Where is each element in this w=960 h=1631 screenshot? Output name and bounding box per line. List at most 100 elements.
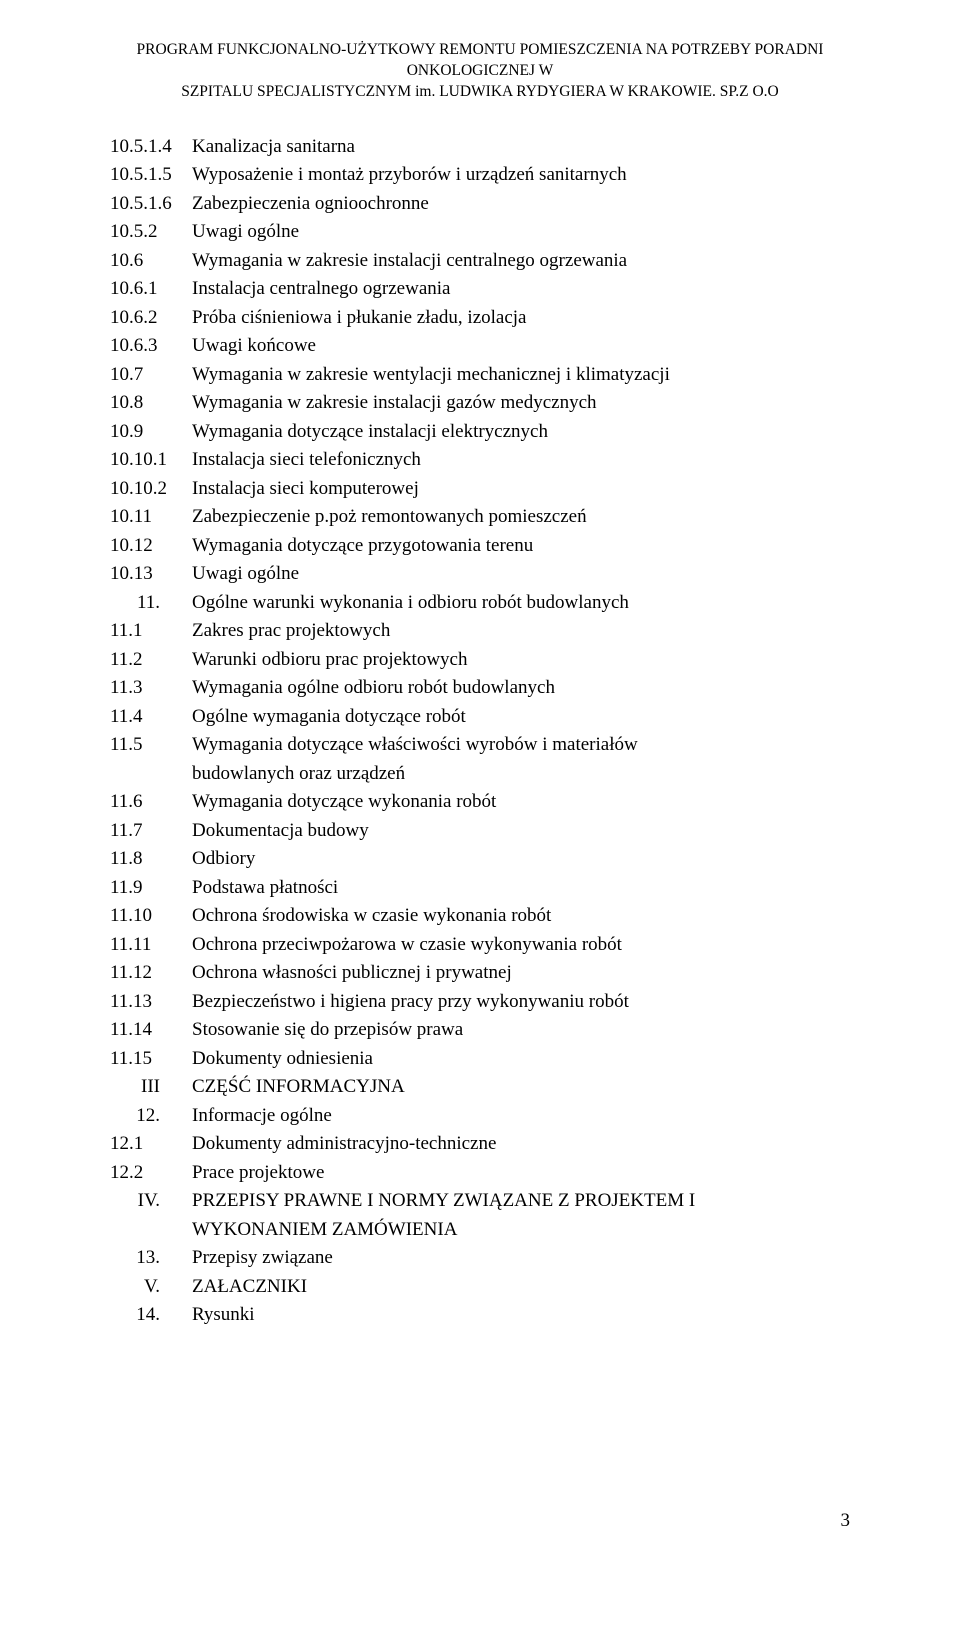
- toc-number: IV.: [110, 1187, 192, 1216]
- toc-number: 10.6: [110, 247, 192, 276]
- toc-text-continuation: WYKONANIEM ZAMÓWIENIA: [110, 1216, 850, 1245]
- toc-number: 10.5.1.6: [110, 190, 192, 219]
- toc-number: 12.1: [110, 1130, 192, 1159]
- toc-text-continuation: budowlanych oraz urządzeń: [110, 760, 850, 789]
- toc-text: CZĘŚĆ INFORMACYJNA: [192, 1073, 850, 1102]
- toc-number: 12.2: [110, 1159, 192, 1188]
- toc-number: 13.: [110, 1244, 192, 1273]
- toc-row: IIICZĘŚĆ INFORMACYJNA: [110, 1073, 850, 1102]
- toc-number: 10.7: [110, 361, 192, 390]
- toc-row: 11.5Wymagania dotyczące właściwości wyro…: [110, 731, 850, 760]
- toc-number: 11.7: [110, 817, 192, 846]
- toc-row: 11.4Ogólne wymagania dotyczące robót: [110, 703, 850, 732]
- toc-number: 10.10.1: [110, 446, 192, 475]
- toc-text: Ochrona środowiska w czasie wykonania ro…: [192, 902, 850, 931]
- toc-text: Wymagania w zakresie wentylacji mechanic…: [192, 361, 850, 390]
- toc-number: 11.9: [110, 874, 192, 903]
- toc-number: 11.4: [110, 703, 192, 732]
- toc-text: Uwagi ogólne: [192, 560, 850, 589]
- toc-row: 11.7Dokumentacja budowy: [110, 817, 850, 846]
- toc-text: Ogólne wymagania dotyczące robót: [192, 703, 850, 732]
- toc-row: V.ZAŁACZNIKI: [110, 1273, 850, 1302]
- toc-row: 10.7Wymagania w zakresie wentylacji mech…: [110, 361, 850, 390]
- toc-row: 11.2Warunki odbioru prac projektowych: [110, 646, 850, 675]
- toc-row: 11.15Dokumenty odniesienia: [110, 1045, 850, 1074]
- toc-text: Stosowanie się do przepisów prawa: [192, 1016, 850, 1045]
- toc-number: 10.5.1.5: [110, 161, 192, 190]
- toc-text: Wymagania dotyczące instalacji elektrycz…: [192, 418, 850, 447]
- toc-text: Ogólne warunki wykonania i odbioru robót…: [192, 589, 850, 618]
- toc-text: Warunki odbioru prac projektowych: [192, 646, 850, 675]
- toc-row: 14.Rysunki: [110, 1301, 850, 1330]
- toc-text: Bezpieczeństwo i higiena pracy przy wyko…: [192, 988, 850, 1017]
- toc-row: 10.6.3Uwagi końcowe: [110, 332, 850, 361]
- toc-number: 10.10.2: [110, 475, 192, 504]
- toc-row: 10.13Uwagi ogólne: [110, 560, 850, 589]
- toc-text: Zakres prac projektowych: [192, 617, 850, 646]
- toc-number: 11.1: [110, 617, 192, 646]
- toc-row: 10.6.1Instalacja centralnego ogrzewania: [110, 275, 850, 304]
- toc-number: 10.6.2: [110, 304, 192, 333]
- header-line-2: SZPITALU SPECJALISTYCZNYM im. LUDWIKA RY…: [110, 82, 850, 103]
- toc-number: 11.3: [110, 674, 192, 703]
- toc-row: 10.5.2Uwagi ogólne: [110, 218, 850, 247]
- toc-row: 10.5.1.4Kanalizacja sanitarna: [110, 133, 850, 162]
- toc-row: 10.12Wymagania dotyczące przygotowania t…: [110, 532, 850, 561]
- toc-text: Wymagania dotyczące wykonania robót: [192, 788, 850, 817]
- toc-number: V.: [110, 1273, 192, 1302]
- toc-text: Dokumenty administracyjno-techniczne: [192, 1130, 850, 1159]
- toc-row: IV.PRZEPISY PRAWNE I NORMY ZWIĄZANE Z PR…: [110, 1187, 850, 1216]
- toc-number: 10.6.3: [110, 332, 192, 361]
- toc-row: 11.14Stosowanie się do przepisów prawa: [110, 1016, 850, 1045]
- toc-text: Wyposażenie i montaż przyborów i urządze…: [192, 161, 850, 190]
- toc-row: 12.2Prace projektowe: [110, 1159, 850, 1188]
- table-of-contents: 10.5.1.4Kanalizacja sanitarna10.5.1.5Wyp…: [110, 133, 850, 1330]
- toc-text: Podstawa płatności: [192, 874, 850, 903]
- toc-text: Wymagania w zakresie instalacji centraln…: [192, 247, 850, 276]
- toc-number: 10.12: [110, 532, 192, 561]
- toc-row: 10.6.2Próba ciśnieniowa i płukanie zładu…: [110, 304, 850, 333]
- toc-text: Instalacja sieci telefonicznych: [192, 446, 850, 475]
- toc-text: Ochrona przeciwpożarowa w czasie wykonyw…: [192, 931, 850, 960]
- toc-row: 13.Przepisy związane: [110, 1244, 850, 1273]
- toc-text: Dokumenty odniesienia: [192, 1045, 850, 1074]
- toc-number: 11.13: [110, 988, 192, 1017]
- toc-row: 10.10.2Instalacja sieci komputerowej: [110, 475, 850, 504]
- toc-number: 10.6.1: [110, 275, 192, 304]
- toc-row: 11.13Bezpieczeństwo i higiena pracy przy…: [110, 988, 850, 1017]
- toc-number: 14.: [110, 1301, 192, 1330]
- toc-number: 10.5.1.4: [110, 133, 192, 162]
- toc-number: 10.9: [110, 418, 192, 447]
- toc-number: 10.8: [110, 389, 192, 418]
- toc-text: Uwagi końcowe: [192, 332, 850, 361]
- toc-text: Dokumentacja budowy: [192, 817, 850, 846]
- toc-number: 11.14: [110, 1016, 192, 1045]
- toc-row: 12.1Dokumenty administracyjno-techniczne: [110, 1130, 850, 1159]
- toc-text: Ochrona własności publicznej i prywatnej: [192, 959, 850, 988]
- toc-text: Zabezpieczenie p.poż remontowanych pomie…: [192, 503, 850, 532]
- toc-text: Wymagania w zakresie instalacji gazów me…: [192, 389, 850, 418]
- toc-text: Uwagi ogólne: [192, 218, 850, 247]
- toc-row-continuation: budowlanych oraz urządzeń: [110, 760, 850, 789]
- toc-row: 10.5.1.5Wyposażenie i montaż przyborów i…: [110, 161, 850, 190]
- toc-row: 11.12Ochrona własności publicznej i pryw…: [110, 959, 850, 988]
- toc-text: Instalacja centralnego ogrzewania: [192, 275, 850, 304]
- toc-number: 11.8: [110, 845, 192, 874]
- toc-text: Przepisy związane: [192, 1244, 850, 1273]
- toc-number: 11.10: [110, 902, 192, 931]
- toc-text: Wymagania dotyczące przygotowania terenu: [192, 532, 850, 561]
- toc-row: 11.8Odbiory: [110, 845, 850, 874]
- page-number: 3: [110, 1510, 850, 1532]
- toc-row: 10.10.1Instalacja sieci telefonicznych: [110, 446, 850, 475]
- toc-row-continuation: WYKONANIEM ZAMÓWIENIA: [110, 1216, 850, 1245]
- toc-text: Odbiory: [192, 845, 850, 874]
- toc-row: 10.5.1.6Zabezpieczenia ognioochronne: [110, 190, 850, 219]
- toc-row: 10.11Zabezpieczenie p.poż remontowanych …: [110, 503, 850, 532]
- toc-number: 11.11: [110, 931, 192, 960]
- toc-text: Kanalizacja sanitarna: [192, 133, 850, 162]
- toc-text: ZAŁACZNIKI: [192, 1273, 850, 1302]
- toc-number: 11.12: [110, 959, 192, 988]
- toc-text: Instalacja sieci komputerowej: [192, 475, 850, 504]
- toc-text: Wymagania dotyczące właściwości wyrobów …: [192, 731, 850, 760]
- toc-number: 10.13: [110, 560, 192, 589]
